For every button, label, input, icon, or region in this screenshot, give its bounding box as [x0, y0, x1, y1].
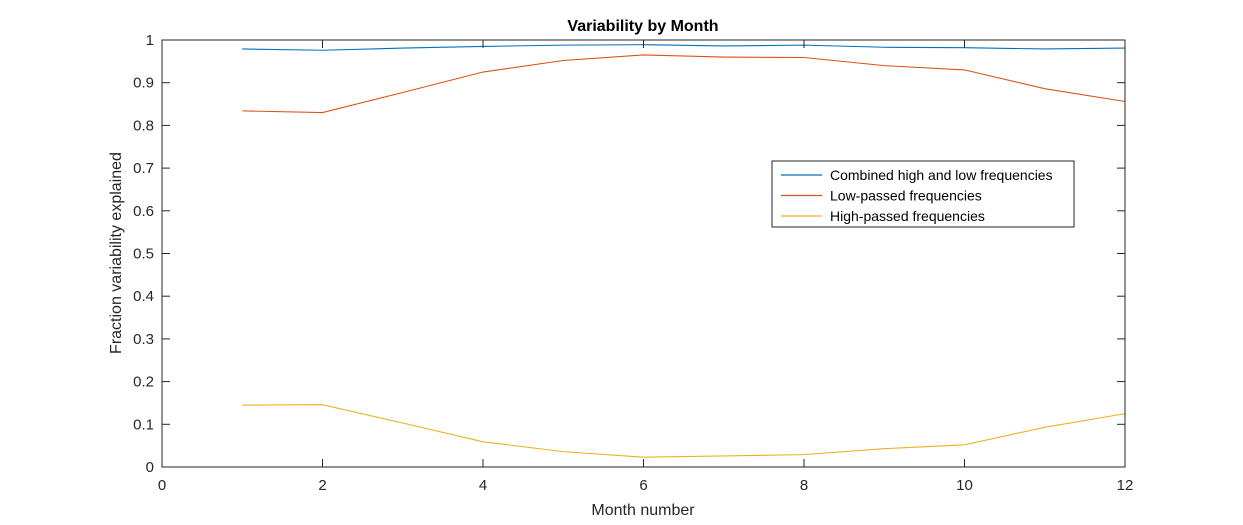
series-line-2 [242, 54, 1126, 114]
series-line-3 [242, 404, 1126, 458]
chart-title: Variability by Month [567, 18, 718, 35]
legend-label-3: High-passed frequencies [830, 208, 985, 224]
y-tick-label: 1 [146, 32, 154, 49]
legend-box [771, 160, 1075, 228]
series-layer [242, 44, 1126, 458]
x-axis-label: Month number [591, 502, 695, 519]
x-tick-label: 4 [479, 477, 487, 494]
y-axis-ticks: 0 0.1 0.2 0.3 0.4 0.5 0.6 0.7 0.8 0.9 1 [133, 32, 1125, 476]
y-tick-label: 0 [146, 459, 154, 476]
y-tick-label: 0.4 [133, 288, 154, 305]
y-tick-label: 0.7 [133, 160, 154, 177]
legend: Combined high and low frequencies Low-pas… [771, 160, 1075, 228]
x-tick-label: 8 [800, 477, 808, 494]
legend-label-2: Low-passed frequencies [830, 188, 982, 204]
y-tick-label: 0.1 [133, 416, 154, 433]
series-line-1 [242, 44, 1126, 51]
y-tick-label: 0.2 [133, 374, 154, 391]
x-tick-label: 0 [158, 477, 166, 494]
y-axis-label: Fraction variability explained [108, 152, 125, 354]
x-tick-label: 12 [1117, 477, 1134, 494]
legend-label-1: Combined high and low frequencies [830, 167, 1053, 183]
y-tick-label: 0.3 [133, 331, 154, 348]
y-tick-label: 0.5 [133, 246, 154, 263]
y-tick-label: 0.6 [133, 203, 154, 220]
x-tick-label: 10 [956, 477, 973, 494]
plot-frame [161, 39, 1126, 468]
y-tick-label: 0.9 [133, 75, 154, 92]
x-axis-ticks: 0 2 4 6 8 10 12 [158, 40, 1134, 494]
x-tick-label: 2 [318, 477, 326, 494]
y-tick-label: 0.8 [133, 117, 154, 134]
x-tick-label: 6 [639, 477, 647, 494]
